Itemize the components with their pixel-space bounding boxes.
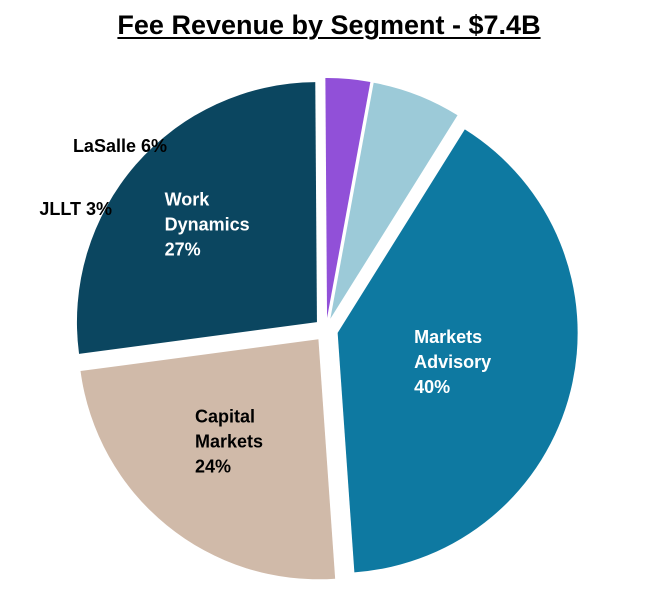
pie-slice-capital-markets <box>80 339 336 580</box>
chart-title: Fee Revenue by Segment - $7.4B <box>117 10 541 40</box>
pie-slices <box>76 78 578 580</box>
slice-label-line: Markets <box>414 327 482 347</box>
slice-label-line: Markets <box>195 432 263 452</box>
slice-label-line: 40% <box>414 377 450 397</box>
slice-label-line: Dynamics <box>165 215 250 235</box>
slice-label-markets-advisory: Markets Advisory 40% <box>414 327 491 397</box>
slice-label-work-dynamics: Work Dynamics 27% <box>165 190 250 260</box>
pie-slice-lasalle <box>330 82 458 319</box>
pie-labels: Markets Advisory 40% Capital Markets 24% Work D… <box>39 136 491 477</box>
slice-label-lasalle: LaSalle 6% <box>73 136 167 156</box>
pie-slice-work-dynamics <box>76 82 317 354</box>
slice-label-line: 27% <box>165 240 201 260</box>
slice-label-capital-markets: Capital Markets 24% <box>195 407 263 477</box>
slice-label-jllt: JLLT 3% <box>39 199 112 219</box>
slice-label-line: LaSalle 6% <box>73 136 167 156</box>
pie-slice-jllt <box>325 78 371 319</box>
slice-label-line: Advisory <box>414 352 491 372</box>
pie-slice-markets-advisory <box>337 129 578 573</box>
slice-label-line: Capital <box>195 407 255 427</box>
slice-label-line: 24% <box>195 457 231 477</box>
slice-label-line: JLLT 3% <box>39 199 112 219</box>
slice-label-line: Work <box>165 190 211 210</box>
